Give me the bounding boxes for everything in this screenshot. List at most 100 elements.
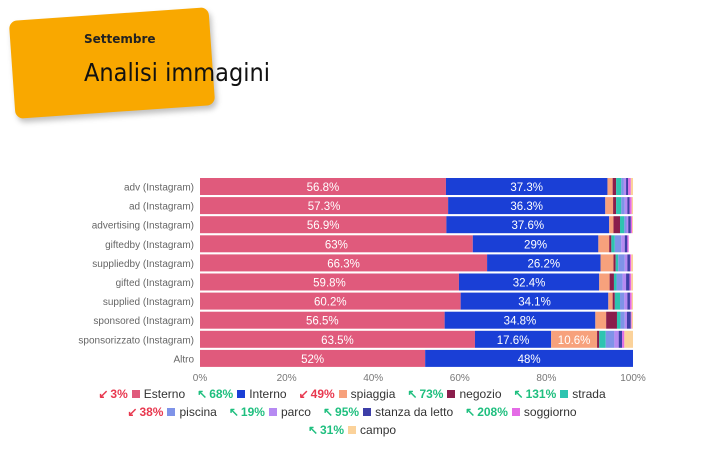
bar-segment [621, 235, 625, 253]
bar-segment [458, 273, 600, 291]
data-label: 34.8% [504, 316, 537, 328]
category-label: advertising (Instagram) [92, 221, 194, 232]
bar-segment [448, 197, 606, 215]
page-title: Analisi immagini [84, 58, 270, 87]
bar-segment [200, 235, 473, 253]
legend-item: ↖ 131% strada [514, 387, 606, 401]
legend-label: negozio [459, 387, 502, 401]
legend-label: Interno [249, 387, 287, 401]
bar-segment [595, 311, 607, 329]
bar-segment [624, 235, 628, 253]
legend-item: ↙ 38% piscina [127, 405, 216, 419]
bar-segment [618, 330, 623, 348]
bar-segment [612, 178, 617, 195]
data-label: 56.9% [307, 220, 340, 232]
legend-row: ↙ 38% piscina ↖ 19% parco ↖ 95% stanza da letto ↖… [0, 403, 704, 421]
legend-swatch [338, 390, 347, 398]
data-label: 29% [524, 239, 547, 251]
bar-segment [626, 178, 629, 195]
bar-segment [607, 178, 613, 195]
legend-item: ↖ 208% soggiorno [465, 405, 576, 419]
legend-change: 38% [139, 405, 164, 419]
bar-segment [631, 197, 633, 215]
bar-segment [611, 235, 615, 253]
bar-segment [631, 273, 633, 291]
bar-segment [616, 273, 623, 291]
bar-segment [631, 311, 633, 329]
bar-segment [616, 178, 622, 195]
bar-segment [626, 273, 630, 291]
bar-segment [200, 216, 447, 234]
bar-segment [613, 197, 617, 215]
bar-segment [630, 178, 633, 195]
legend-item: ↖ 31% campo [308, 423, 396, 437]
bar-segment [200, 273, 459, 291]
bar-segment [613, 273, 617, 291]
data-label: 37.3% [510, 182, 543, 194]
bar-segment [615, 254, 619, 272]
data-label: 52% [301, 354, 324, 366]
bar-segment [622, 273, 627, 291]
bar-segment [609, 273, 614, 291]
chart-legend: ↙ 3% Esterno ↖ 68% Interno ↙ 49% spiaggia ↖ 73% neg… [0, 385, 704, 439]
category-label: sponsorizzato (Instagram) [78, 335, 194, 346]
legend-label: campo [360, 423, 397, 437]
bar-segment [624, 311, 627, 329]
bar-segment [609, 216, 614, 234]
legend-swatch [131, 390, 140, 398]
bar-segment [605, 197, 614, 215]
legend-swatch [268, 408, 277, 416]
bar-segment [628, 216, 631, 234]
legend-change: 49% [310, 387, 335, 401]
data-label: 26.2% [527, 258, 560, 270]
bar-segment [624, 330, 633, 348]
legend-item: ↙ 49% spiaggia [299, 387, 396, 401]
bar-segment [631, 254, 633, 272]
data-label: 57.3% [308, 201, 341, 213]
bar-segment [621, 197, 625, 215]
bar-segment [630, 311, 632, 329]
legend-label: Esterno [143, 387, 186, 401]
bar-segment [624, 216, 627, 234]
bar-segment [627, 292, 630, 310]
bar-segment [616, 197, 622, 215]
bar-segment [621, 178, 624, 195]
x-tick-label: 60% [450, 373, 470, 384]
legend-change: 3% [110, 387, 128, 401]
legend-label: spiaggia [350, 387, 396, 401]
legend-label: parco [280, 405, 311, 419]
bar-segment [200, 311, 445, 329]
legend-label: soggiorno [523, 405, 577, 419]
bar-segment [200, 330, 475, 348]
data-label: 34.1% [518, 297, 551, 309]
bar-segment [599, 273, 610, 291]
legend-row: ↙ 3% Esterno ↖ 68% Interno ↙ 49% spiaggia ↖ 73% neg… [0, 385, 704, 403]
bar-segment [629, 197, 632, 215]
header-subtitle: Settembre [84, 32, 156, 46]
legend-label: strada [572, 387, 606, 401]
bar-segment [620, 216, 625, 234]
bar-segment [474, 330, 552, 348]
bar-segment [626, 311, 631, 329]
trend-up-icon: ↖ [307, 423, 318, 437]
bar-segment [200, 197, 449, 215]
bar-segment [629, 273, 632, 291]
bar-segment [599, 330, 606, 348]
bar-segment [487, 254, 601, 272]
data-label: 56.8% [307, 182, 340, 194]
category-label: adv (Instagram) [124, 183, 194, 194]
trend-up-icon: ↖ [228, 405, 239, 419]
bar-segment [613, 254, 616, 272]
bar-segment [606, 311, 617, 329]
category-label: giftedby (Instagram) [105, 240, 194, 251]
bar-segment [612, 292, 615, 310]
bar-segment [609, 235, 612, 253]
data-label: 36.3% [510, 201, 543, 213]
bar-segment [624, 197, 628, 215]
legend-change: 95% [335, 405, 360, 419]
legend-change: 19% [240, 405, 265, 419]
x-tick-label: 40% [363, 373, 383, 384]
bar-segment [446, 216, 610, 234]
trend-up-icon: ↖ [197, 387, 208, 401]
bar-segment [425, 349, 633, 367]
